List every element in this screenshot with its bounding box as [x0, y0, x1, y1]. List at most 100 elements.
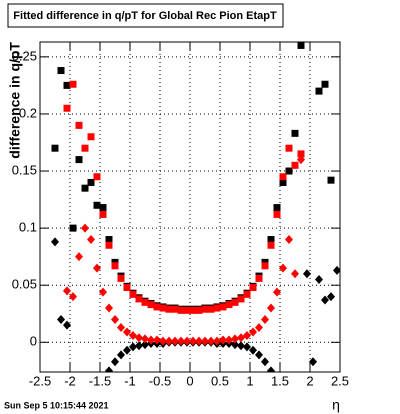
square-marker: [285, 144, 293, 152]
diamond-marker: [135, 333, 143, 343]
x-tick-label: 1: [246, 373, 253, 388]
diamond-marker: [117, 322, 125, 332]
diamond-marker: [201, 336, 209, 346]
square-marker: [159, 304, 167, 312]
square-marker: [273, 210, 281, 218]
diamond-marker: [171, 336, 179, 346]
diamond-marker: [285, 406, 293, 414]
square-marker: [291, 161, 299, 169]
square-marker: [81, 184, 89, 192]
x-axis-label: η: [332, 397, 340, 413]
square-marker: [177, 306, 185, 314]
square-marker: [285, 167, 293, 175]
square-marker: [219, 303, 227, 311]
square-marker: [267, 241, 275, 249]
square-marker: [231, 298, 239, 306]
square-marker: [63, 81, 71, 89]
diamond-marker: [111, 314, 119, 324]
x-tick-label: 1.5: [271, 373, 289, 388]
square-marker: [135, 295, 143, 303]
diamond-marker: [129, 342, 137, 352]
square-marker: [75, 156, 83, 164]
diamond-marker: [315, 275, 323, 285]
diamond-marker: [81, 223, 89, 233]
diamond-marker: [57, 314, 65, 324]
diamond-marker: [261, 314, 269, 324]
x-tick-label: 2: [306, 373, 313, 388]
square-marker: [69, 80, 77, 88]
diamond-marker: [129, 330, 137, 340]
diamond-marker: [267, 366, 275, 372]
diamond-marker: [159, 336, 167, 346]
x-tick-label: 0: [186, 373, 193, 388]
diamond-marker: [321, 295, 329, 305]
diamond-marker: [279, 389, 287, 398]
square-marker: [279, 173, 287, 181]
diamond-marker: [93, 389, 101, 398]
y-axis-label: difference in q/pT: [7, 42, 23, 159]
diamond-marker: [153, 335, 161, 345]
diamond-marker: [327, 292, 335, 302]
diamond-marker: [249, 327, 257, 337]
diamond-marker: [99, 287, 107, 297]
x-tick-label: 2.5: [331, 373, 349, 388]
square-marker: [255, 274, 263, 282]
square-marker: [171, 305, 179, 313]
diamond-marker: [63, 320, 71, 330]
square-marker: [51, 144, 59, 152]
x-tick-label: -0.5: [149, 373, 171, 388]
square-marker: [327, 176, 335, 184]
x-tick-label: -2.5: [29, 373, 51, 388]
square-marker: [99, 210, 107, 218]
square-marker: [225, 301, 233, 309]
diamond-marker: [87, 235, 95, 245]
square-marker: [99, 204, 107, 212]
diamond-marker: [135, 341, 143, 351]
diamond-marker: [189, 336, 197, 346]
square-marker: [147, 301, 155, 309]
square-marker: [195, 306, 203, 314]
square-marker: [117, 274, 125, 282]
diamond-marker: [93, 263, 101, 273]
square-marker: [237, 295, 245, 303]
square-marker: [267, 236, 275, 244]
square-marker: [93, 173, 101, 181]
square-marker: [249, 284, 257, 292]
x-tick-label: -1.5: [89, 373, 111, 388]
diamond-marker: [225, 335, 233, 345]
y-tick-label: 0.2: [19, 105, 37, 120]
diamond-marker: [141, 340, 149, 350]
square-marker: [279, 178, 287, 186]
y-tick-label: 0.15: [12, 162, 37, 177]
square-marker: [141, 298, 149, 306]
grid: [39, 42, 341, 372]
diamond-marker: [231, 334, 239, 344]
square-marker: [129, 290, 137, 298]
square-marker: [153, 303, 161, 311]
square-marker: [207, 305, 215, 313]
square-marker: [165, 305, 173, 313]
diamond-marker: [255, 350, 263, 360]
square-marker: [105, 241, 113, 249]
y-tick-label: 0.1: [19, 220, 37, 235]
diamond-marker: [147, 335, 155, 345]
diamond-marker: [123, 327, 131, 337]
diamond-marker: [219, 335, 227, 345]
diamond-marker: [333, 265, 340, 275]
diamond-marker: [51, 237, 59, 247]
diamond-marker: [141, 334, 149, 344]
diamond-marker: [69, 292, 77, 302]
y-tick-label: 0.05: [12, 277, 37, 292]
square-marker: [201, 305, 209, 313]
x-tick-label: -1: [124, 373, 136, 388]
diamond-marker: [117, 350, 125, 360]
plot-area: [51, 42, 340, 414]
diamond-marker: [207, 336, 215, 346]
diamond-marker: [303, 269, 311, 279]
diamond-marker: [105, 366, 113, 372]
y-tick-label: 0: [30, 334, 37, 349]
diamond-marker: [237, 341, 245, 351]
timestamp: Sun Sep 5 10:15:44 2021: [4, 400, 109, 410]
square-marker: [87, 178, 95, 186]
diamond-marker: [177, 336, 185, 346]
